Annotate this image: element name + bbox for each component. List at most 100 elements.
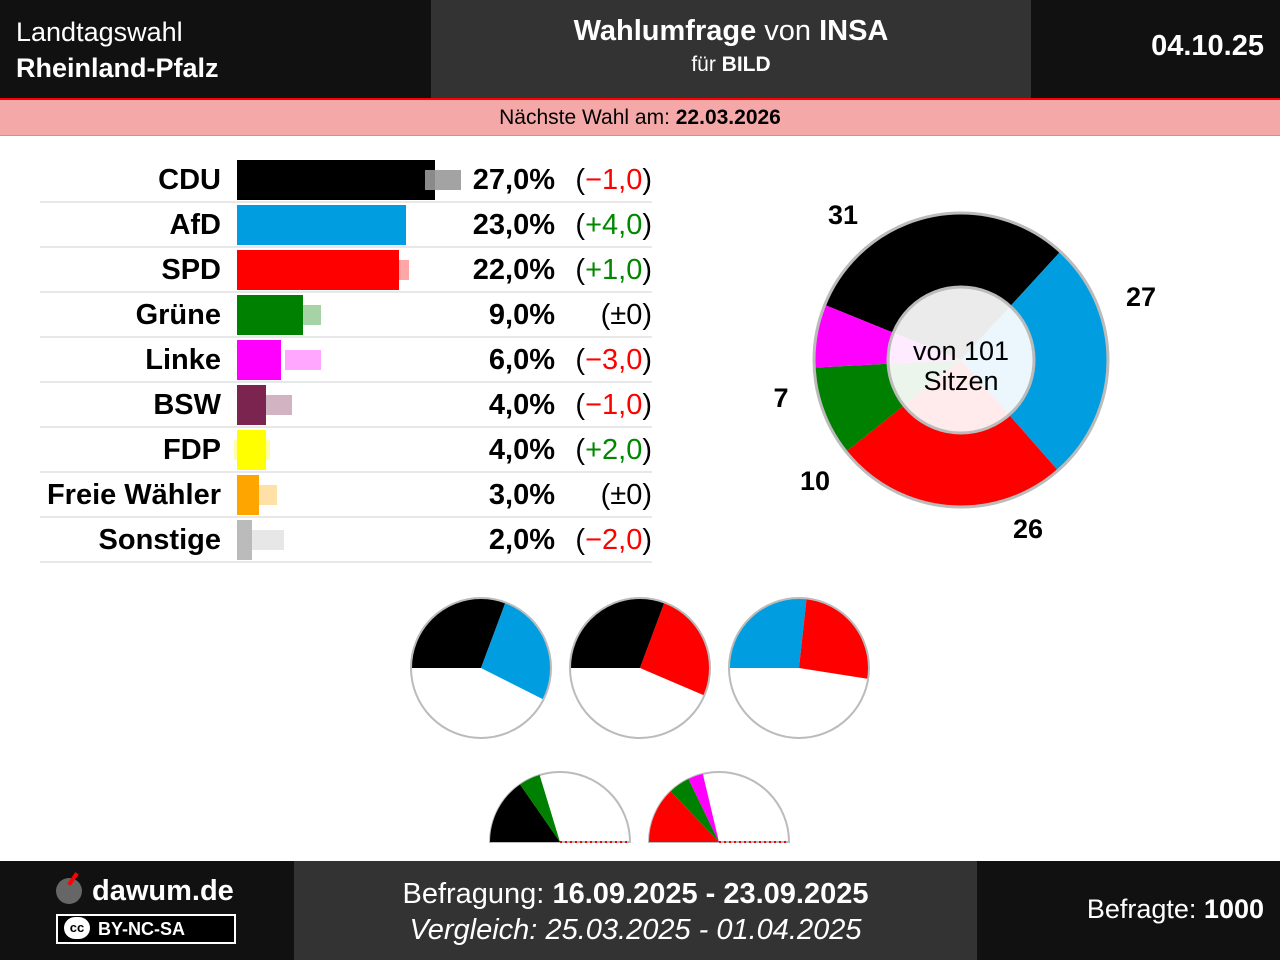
client-name: BILD <box>721 53 771 76</box>
half-pie-slice <box>520 775 560 842</box>
bar-row: Sonstige 2,0% (−2,0) <box>40 518 652 563</box>
survey-label: Befragung: <box>402 878 545 910</box>
bar <box>237 340 282 380</box>
half-pie-slice <box>649 791 719 842</box>
row-separator <box>40 201 652 203</box>
coalition-slice <box>411 598 506 668</box>
row-separator <box>40 381 652 383</box>
change-label: (+4,0) <box>575 209 652 241</box>
comparison-period: 25.03.2025 - 01.04.2025 <box>545 914 862 946</box>
bar <box>237 520 252 560</box>
row-separator <box>40 291 652 293</box>
coalition-slice <box>640 602 710 696</box>
seat-slice <box>824 213 1061 360</box>
header-bar: Landtagswahl Rheinland-Pfalz Wahlumfrage… <box>0 0 1280 98</box>
change-value: ±0 <box>610 479 643 511</box>
change-label: (±0) <box>600 299 652 331</box>
sub-fuer: für <box>691 53 716 76</box>
party-name: BSW <box>153 389 221 421</box>
change-value: +1,0 <box>585 254 643 286</box>
coalition-slice <box>570 598 665 668</box>
license-text: BY-NC-SA <box>98 919 186 939</box>
bar-row: BSW 4,0% (−1,0) <box>40 383 652 428</box>
bar <box>237 160 436 200</box>
change-label: (−3,0) <box>575 344 652 376</box>
brand[interactable]: dawum.de <box>56 875 234 908</box>
comparison-label: Vergleich: <box>409 914 538 946</box>
respondents: Befragte: 1000 <box>1087 894 1264 925</box>
coalition-pie-outline <box>410 597 552 739</box>
title-bold: Wahlumfrage <box>573 15 757 47</box>
half-pie-slice <box>688 773 719 842</box>
party-name: SPD <box>161 254 221 286</box>
election-type: Landtagswahl <box>16 17 183 47</box>
change-label: (+2,0) <box>575 434 652 466</box>
coalition-slice <box>729 598 807 668</box>
title-von: von <box>764 15 812 47</box>
respondents-count: 1000 <box>1203 894 1264 924</box>
change-label: (−1,0) <box>575 389 652 421</box>
brand-text: dawum.de <box>92 875 234 907</box>
bar-row: CDU 27,0% (−1,0) <box>40 158 652 203</box>
survey-period: 16.09.2025 - 23.09.2025 <box>552 878 869 910</box>
row-separator <box>40 471 652 473</box>
donut-center <box>886 285 1036 435</box>
bar-row: Grüne 9,0% (±0) <box>40 293 652 338</box>
change-value: +2,0 <box>585 434 643 466</box>
poll-title: Wahlumfrage von INSA für BILD <box>431 0 1031 98</box>
percent-label: 6,0% <box>488 344 555 376</box>
previous-value-marker <box>373 260 410 280</box>
change-value: −1,0 <box>585 389 643 421</box>
change-value: −2,0 <box>585 524 643 556</box>
seat-label: 31 <box>828 200 858 230</box>
coalition-pie-outline <box>728 597 870 739</box>
institute-name: INSA <box>819 15 889 47</box>
bar <box>237 295 304 335</box>
change-value: ±0 <box>610 299 643 331</box>
next-election-date: 22.03.2026 <box>675 106 781 129</box>
half-pie-slice <box>670 778 719 842</box>
change-label: (−2,0) <box>575 524 652 556</box>
party-name: Freie Wähler <box>46 479 221 511</box>
previous-value-marker <box>248 530 285 550</box>
previous-value-marker <box>285 305 322 325</box>
bar-row: AfD 23,0% (+4,0) <box>40 203 652 248</box>
seat-label: 27 <box>1126 282 1156 312</box>
cc-icon: cc <box>64 917 90 939</box>
percent-label: 2,0% <box>488 524 555 556</box>
coalition-slice <box>799 598 869 679</box>
previous-value-marker <box>285 350 322 370</box>
election-label: Landtagswahl Rheinland-Pfalz <box>16 14 219 86</box>
bar <box>237 250 399 290</box>
percent-label: 3,0% <box>488 479 555 511</box>
change-label: (+1,0) <box>575 254 652 286</box>
party-name: FDP <box>163 434 221 466</box>
region-name: Rheinland-Pfalz <box>16 53 219 83</box>
dawum-logo-icon <box>56 878 82 904</box>
previous-value-marker <box>255 395 292 415</box>
poll-date: 04.10.25 <box>1151 30 1264 62</box>
row-separator <box>40 561 652 563</box>
previous-value-marker <box>233 440 270 460</box>
seat-total-line1: von 101 <box>913 336 1009 366</box>
change-value: −1,0 <box>585 164 643 196</box>
party-name: AfD <box>169 209 221 241</box>
respondents-label: Befragte: <box>1086 894 1197 924</box>
license-badge[interactable]: cc BY-NC-SA <box>56 914 236 944</box>
percent-label: 23,0% <box>472 209 555 241</box>
seat-label: 7 <box>773 383 788 413</box>
previous-value-marker <box>424 170 461 190</box>
bar-row: SPD 22,0% (+1,0) <box>40 248 652 293</box>
row-separator <box>40 426 652 428</box>
half-pie-slice <box>490 784 560 842</box>
party-name: CDU <box>158 164 221 196</box>
coalition-pie-outline <box>569 597 711 739</box>
change-label: (−1,0) <box>575 164 652 196</box>
percent-label: 9,0% <box>488 299 555 331</box>
coalition-slice <box>481 602 551 700</box>
bar <box>237 205 407 245</box>
donut-outline <box>812 211 1110 509</box>
next-election-banner: Nächste Wahl am: 22.03.2026 <box>0 98 1280 136</box>
survey-info: Befragung: 16.09.2025 - 23.09.2025 Vergl… <box>294 861 977 960</box>
